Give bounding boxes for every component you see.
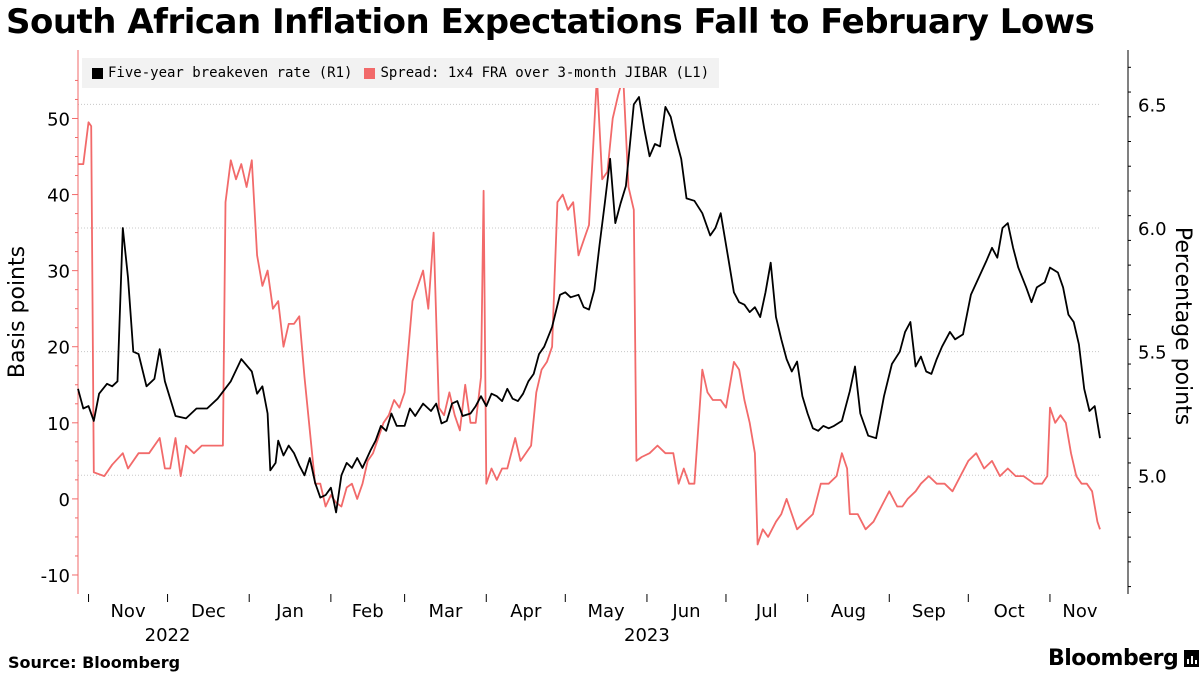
left-tick-label: -10: [41, 566, 70, 587]
left-tick-label: 30: [47, 262, 70, 283]
legend-item-breakeven: Five-year breakeven rate (R1): [92, 65, 352, 81]
legend-swatch-breakeven: [92, 67, 103, 79]
x-tick-label: Nov: [1062, 601, 1097, 622]
x-tick-label: Apr: [510, 601, 542, 622]
left-tick-label: 50: [47, 109, 70, 130]
right-axis-title: Percentage points: [1170, 227, 1195, 425]
legend-swatch-spread: [364, 67, 376, 79]
x-tick-label: Mar: [428, 601, 463, 622]
legend-label-spread: Spread: 1x4 FRA over 3-month JIBAR (L1): [380, 65, 710, 81]
right-tick-label: 5.5: [1138, 343, 1167, 364]
tick-labels: 50 40 30 20 10 0 -10 6.5 6.0 5.5 5.0 Nov Dec Jan Feb Ma…: [41, 95, 1167, 646]
x-year-label: 2023: [624, 625, 670, 646]
brand-wordmark: Bloomberg: [1048, 646, 1179, 671]
x-tick-label: Feb: [352, 601, 384, 622]
legend-label-breakeven: Five-year breakeven rate (R1): [108, 65, 353, 81]
source-note: Source: Bloomberg: [8, 653, 181, 672]
right-tick-label: 6.5: [1138, 95, 1167, 116]
series-lines: [77, 75, 1101, 546]
axes: [72, 50, 1131, 602]
x-tick-label: Sep: [912, 601, 946, 622]
x-tick-label: Jul: [755, 601, 778, 622]
brand-logo: Bloomberg: [1048, 646, 1200, 671]
left-tick-label: 40: [47, 186, 70, 207]
left-tick-label: 20: [47, 338, 70, 359]
chart-title: South African Inflation Expectations Fal…: [6, 2, 1095, 42]
left-axis-title: Basis points: [5, 246, 30, 378]
left-tick-label: 10: [47, 414, 70, 435]
fra-spread-line: [78, 75, 1101, 546]
right-tick-label: 6.0: [1138, 219, 1167, 240]
x-tick-label: Oct: [994, 601, 1025, 622]
breakeven-rate-line: [77, 96, 1101, 514]
x-tick-label: Nov: [110, 601, 145, 622]
x-tick-label: May: [588, 601, 626, 622]
legend: Five-year breakeven rate (R1) Spread: 1x…: [82, 58, 720, 88]
gridlines: [78, 103, 1100, 476]
x-tick-label: Aug: [831, 601, 866, 622]
x-tick-label: Jan: [275, 601, 304, 622]
x-tick-label: Jun: [671, 601, 700, 622]
right-tick-label: 5.0: [1138, 466, 1167, 487]
bloomberg-terminal-icon: [1184, 650, 1200, 667]
x-year-label: 2022: [145, 625, 191, 646]
left-tick-label: 0: [59, 490, 70, 511]
x-tick-label: Dec: [191, 601, 226, 622]
legend-item-spread: Spread: 1x4 FRA over 3-month JIBAR (L1): [364, 65, 709, 81]
